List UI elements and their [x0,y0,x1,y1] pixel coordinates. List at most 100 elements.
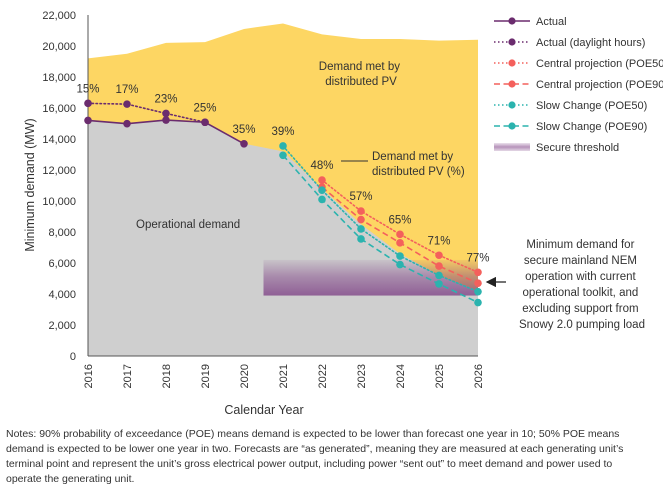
percent-label: 48% [310,160,333,172]
series-point [435,262,443,270]
y-tick-label: 22,000 [42,10,76,22]
min-demand-note-line-5: excluding support from [522,303,638,315]
notes-line-3: terminal point and represent the unit’s … [6,458,612,470]
legend-swatch-marker [508,101,516,109]
series-point [357,235,365,243]
percent-label: 25% [193,102,216,114]
y-tick-label: 8,000 [48,227,76,239]
legend-swatch-marker [508,59,516,67]
x-tick-label: 2021 [278,364,290,388]
percent-label: 35% [232,124,255,136]
series-point [435,280,443,288]
axes [87,15,478,357]
percent-label: 71% [427,235,450,247]
series-lines [84,99,482,307]
y-tick-label: 4,000 [48,289,76,301]
demand-met-pv-line-1: Demand met by [319,61,400,73]
x-tick-label: 2026 [473,364,485,388]
legend-label: Slow Change (POE50) [536,100,647,112]
min-demand-note-line-2: secure mainland NEM [524,255,637,267]
series-point [201,118,209,127]
legend-item: Central projection (POE90) [494,79,663,91]
legend-label: Actual [536,16,567,28]
series-point [240,140,248,148]
percent-label: 77% [466,252,489,264]
legend-label: Central projection (POE50) [536,58,663,70]
series-point [396,252,404,260]
legend-label: Secure threshold [536,142,619,154]
legend-swatch-marker [508,122,516,130]
legend-swatch-marker [508,38,516,46]
legend: Actual Actual (daylight hours) Central pro… [494,16,663,154]
series-point [162,116,170,124]
plot-areas [88,23,478,357]
series-point [123,119,131,128]
series-line [282,145,479,293]
legend-swatch-marker [508,80,516,88]
min-demand-note-line-1: Minimum demand for [526,239,634,251]
series-point [396,230,404,239]
series-point [318,195,326,204]
operational-demand-area [88,120,478,357]
notes-line-2: demand is expected to be lower one year … [6,443,623,455]
y-tick-label: 2,000 [48,320,76,332]
legend-label: Central projection (POE90) [536,79,663,91]
percent-label: 23% [154,93,177,105]
legend-item: Slow Change (POE90) [494,121,647,133]
series-point [357,215,365,224]
x-tick-label: 2023 [356,364,368,388]
y-tick-label: 12,000 [42,165,76,177]
notes: Notes: 90% probability of exceedance (PO… [6,428,626,485]
demand-met-pv-label: Demand met by distributed PV [319,61,403,88]
legend-item: Slow Change (POE50) [494,100,647,112]
demand-met-pv-pct-label: Demand met by distributed PV (%) [372,151,465,178]
legend-item: Central projection (POE50) [494,58,663,70]
percent-label: 15% [76,83,99,95]
series-point [318,176,326,184]
series-point [318,186,326,194]
y-tick-label: 6,000 [48,258,76,270]
series-point [279,151,287,160]
x-tick-label: 2016 [83,364,95,388]
min-demand-note-line-4: operational toolkit, and [523,287,639,299]
x-tick-label: 2022 [317,364,329,388]
series-point [474,298,482,307]
x-tick-label: 2024 [395,364,407,388]
legend-item: Actual [494,16,567,28]
legend-swatch-marker [508,17,516,25]
operational-demand-label: Operational demand [136,219,240,231]
demand-met-pv-pct-line-2: distributed PV (%) [372,166,465,178]
series-point [84,99,92,108]
y-tick-labels: 0 2,000 4,000 6,000 8,000 10,000 12,000 14,000 1… [42,10,76,363]
percent-label: 57% [349,191,372,203]
x-tick-label: 2020 [239,364,251,388]
series-point [279,142,287,150]
x-tick-label: 2019 [200,364,212,388]
series-point [357,207,365,215]
series-point [435,251,443,260]
series-line [87,102,206,124]
y-tick-label: 0 [70,351,76,363]
x-tick-label: 2025 [434,364,446,388]
y-tick-label: 16,000 [42,103,76,115]
series-point [123,100,131,108]
notes-line-4: operate the generating unit. [6,473,134,485]
x-axis-title: Calendar Year [224,403,303,417]
series-point [357,225,365,233]
series-line [282,154,479,304]
series-point [396,260,404,269]
legend-item: Secure threshold [494,142,619,154]
legend-swatch-band [494,143,530,151]
x-tick-label: 2018 [161,364,173,388]
series-point [474,268,482,277]
series-point [474,279,482,287]
legend-label: Slow Change (POE90) [536,121,647,133]
percent-label: 17% [115,84,138,96]
y-tick-label: 20,000 [42,41,76,53]
y-tick-label: 14,000 [42,134,76,146]
percent-label: 39% [271,126,294,138]
series-point [396,239,404,247]
series-point [162,109,170,118]
series-point [84,116,92,125]
